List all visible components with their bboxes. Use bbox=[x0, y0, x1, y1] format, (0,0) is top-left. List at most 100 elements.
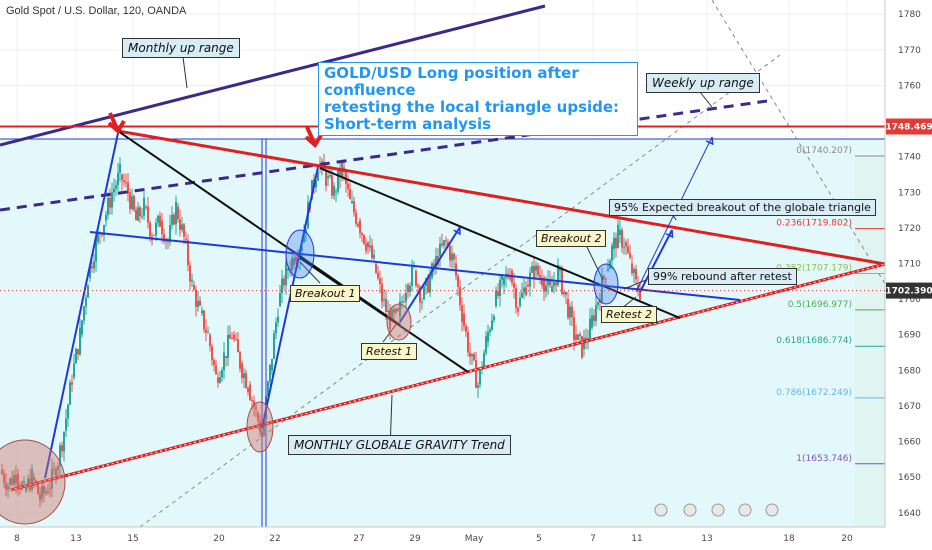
candle-body bbox=[593, 315, 595, 321]
candle-body bbox=[611, 245, 613, 261]
candle-body bbox=[245, 373, 247, 388]
y-tick-label: 1740 bbox=[898, 153, 921, 163]
candle-body bbox=[295, 256, 297, 262]
candle-body bbox=[499, 279, 501, 297]
y-tick-label: 1650 bbox=[898, 473, 921, 483]
candle-body bbox=[347, 183, 349, 189]
fib-level-label: 0.618(1686.774) bbox=[776, 336, 852, 346]
candle-body bbox=[229, 334, 231, 339]
candle-body bbox=[485, 336, 487, 353]
fib-level-label: 1(1653.746) bbox=[796, 454, 852, 464]
candle-body bbox=[367, 242, 369, 248]
candle-body bbox=[277, 316, 279, 323]
candle-body bbox=[289, 268, 291, 271]
event-flag-icon bbox=[738, 503, 752, 517]
candle-body bbox=[275, 322, 277, 334]
candle-body bbox=[487, 332, 489, 342]
candle-body bbox=[25, 486, 27, 492]
x-tick-label: 15 bbox=[127, 534, 138, 544]
candle-body bbox=[213, 360, 215, 366]
candle-body bbox=[237, 339, 239, 353]
candle-body bbox=[495, 291, 497, 307]
red-arrow-2 bbox=[304, 133, 323, 149]
candle-body bbox=[269, 364, 271, 382]
pointer-line bbox=[182, 56, 188, 89]
candle-body bbox=[41, 486, 43, 499]
candle-body bbox=[217, 377, 219, 383]
candle-body bbox=[355, 212, 357, 224]
x-tick-label: May bbox=[465, 534, 484, 544]
candle-body bbox=[373, 254, 375, 259]
candle-body bbox=[303, 233, 305, 243]
candle-body bbox=[273, 333, 275, 359]
candle-body bbox=[531, 266, 533, 273]
retest-1-label: Retest 1 bbox=[361, 343, 418, 360]
candle-body bbox=[541, 277, 543, 286]
candle-body bbox=[117, 172, 119, 186]
candle-body bbox=[39, 494, 41, 501]
candle-body bbox=[529, 272, 531, 287]
candle-body bbox=[5, 482, 7, 490]
candle-body bbox=[141, 215, 143, 217]
candle-body bbox=[569, 306, 571, 318]
candle-body bbox=[243, 373, 245, 379]
candle-body bbox=[411, 265, 413, 286]
y-tick-label: 1690 bbox=[898, 331, 921, 341]
candle-body bbox=[433, 263, 435, 267]
candle-body bbox=[537, 265, 539, 276]
candle-body bbox=[393, 309, 395, 313]
arrow-head bbox=[705, 136, 714, 146]
monthly-up-range-label: Monthly up range bbox=[122, 38, 240, 58]
candle-body bbox=[67, 404, 69, 419]
candle-body bbox=[395, 308, 397, 313]
candle-body bbox=[205, 329, 207, 333]
candle-body bbox=[47, 491, 49, 494]
candle-body bbox=[579, 334, 581, 337]
candle-body bbox=[85, 297, 87, 307]
candle-body bbox=[103, 224, 105, 236]
candle-body bbox=[173, 214, 175, 225]
candle-body bbox=[383, 299, 385, 301]
candle-body bbox=[617, 224, 619, 249]
candle-body bbox=[435, 256, 437, 267]
candle-body bbox=[563, 291, 565, 295]
candle-body bbox=[155, 222, 157, 236]
candle-body bbox=[179, 219, 181, 230]
candle-body bbox=[535, 265, 537, 271]
candle-body bbox=[111, 192, 113, 208]
candle-body bbox=[493, 316, 495, 321]
candle-body bbox=[613, 237, 615, 250]
candle-body bbox=[317, 172, 319, 181]
event-flag-icon bbox=[765, 503, 779, 517]
x-tick-label: 29 bbox=[409, 534, 421, 544]
candle-body bbox=[333, 185, 335, 196]
candle-body bbox=[443, 240, 445, 246]
candle-body bbox=[421, 302, 423, 304]
fibonacci-levels: 0(1740.207) 0.236(1719.802) 0.382(1707.179… bbox=[776, 146, 885, 465]
candle-body bbox=[279, 293, 281, 307]
candle-body bbox=[325, 170, 327, 186]
y-tick-label: 1710 bbox=[898, 260, 921, 270]
blue-impulse-3 bbox=[399, 226, 461, 323]
price-tag-label: 1748.469 bbox=[885, 123, 932, 133]
candle-body bbox=[353, 201, 355, 213]
candle-body bbox=[231, 338, 233, 340]
candle-body bbox=[533, 266, 535, 280]
candle-body bbox=[523, 287, 525, 293]
candle-body bbox=[557, 264, 559, 286]
candle-body bbox=[305, 228, 307, 234]
blue-impulse-1 bbox=[44, 132, 119, 479]
fib-level-label: 0.5(1696.977) bbox=[788, 300, 852, 310]
candle-body bbox=[239, 352, 241, 369]
candle-body bbox=[427, 278, 429, 293]
candle-body bbox=[203, 310, 205, 330]
candle-body bbox=[619, 229, 621, 236]
candle-body bbox=[181, 224, 183, 230]
y-tick-label: 1770 bbox=[898, 46, 921, 56]
candle-body bbox=[225, 356, 227, 358]
candle-body bbox=[17, 473, 19, 487]
candle-body bbox=[517, 307, 519, 312]
candle-body bbox=[359, 220, 361, 234]
candle-body bbox=[595, 305, 597, 321]
candle-body bbox=[301, 247, 303, 252]
